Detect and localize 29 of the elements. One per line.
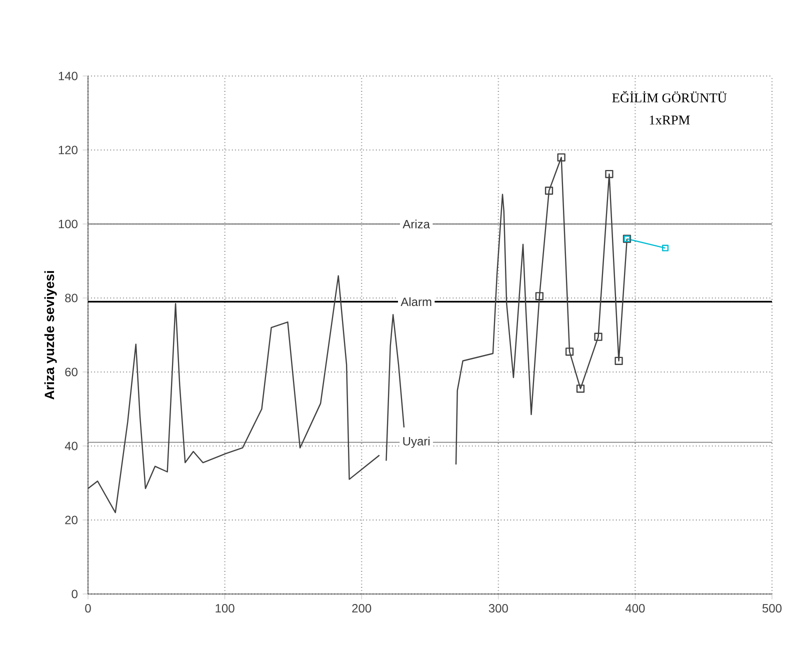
y-tick-label: 20 [65,516,78,524]
x-tick-label: 300 [488,604,508,613]
point [535,292,544,300]
text: 1xRPM [650,116,690,124]
point [594,332,602,341]
text: EĞİLİM GÖRÜNTÜ [612,90,727,102]
ref-line-label: Ariza [402,220,430,228]
x-tick-label: 100 [216,604,234,613]
ref-line-label: Alarm [400,297,432,306]
x-tick-label: 500 [762,604,782,613]
point [576,384,585,393]
x-tick-label: 400 [625,604,645,613]
x-tick-label: 200 [352,604,372,613]
y-tick-label: 40 [64,442,78,450]
x-tick-label: 0 [85,604,91,613]
point [662,244,669,252]
y-tick-label: 140 [58,72,78,80]
point [565,348,574,356]
y-tick-label: 100 [58,220,78,228]
y-tick-label: 60 [65,368,78,376]
y-tick-label: 80 [65,294,78,302]
point [614,356,623,365]
y-tick-label: 0 [72,590,78,598]
point [544,186,554,195]
y-tick-label: 120 [58,146,78,154]
y-axis-title: Ariza yuzde seviyesi [44,271,57,400]
point [557,153,566,162]
point [605,170,614,178]
ref-line-label: Uyari [403,436,430,448]
